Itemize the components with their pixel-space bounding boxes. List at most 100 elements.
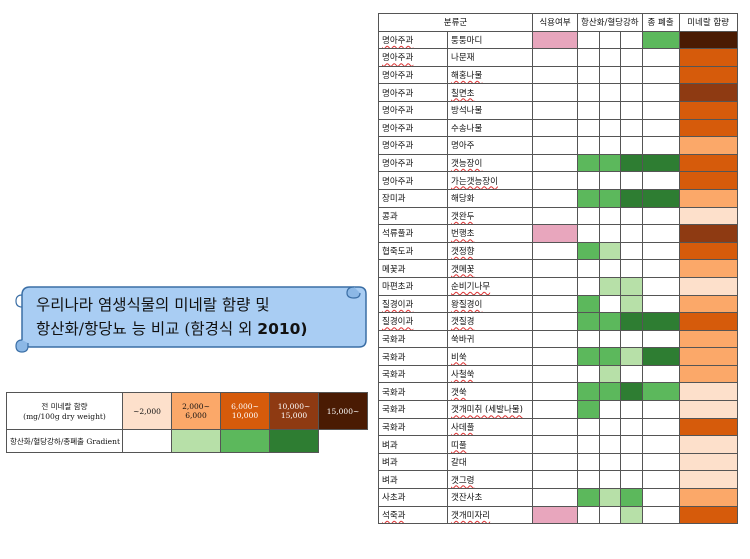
antioxidant-cell-3 — [620, 206, 643, 226]
antioxidant-cell-2 — [598, 400, 622, 419]
cytotoxicity-cell — [641, 30, 680, 50]
family-cell: 국화과 — [378, 364, 448, 384]
plant-name-cell: 갯능장이 — [447, 153, 533, 173]
cytotoxicity-cell — [641, 259, 680, 278]
cytotoxicity-cell — [641, 276, 680, 296]
family-cell: 질경이과 — [378, 312, 448, 331]
mineral-cell — [678, 347, 738, 366]
mineral-cell — [678, 294, 738, 314]
cytotoxicity-cell — [641, 435, 680, 454]
cytotoxicity-cell — [641, 83, 680, 102]
header-mineral: 미네랄 함량 — [678, 13, 738, 32]
table-row: 명아주과 명아주 — [378, 136, 738, 155]
antioxidant-cell-3 — [620, 417, 643, 437]
mineral-cell — [678, 100, 738, 120]
edibility-cell — [532, 329, 578, 349]
table-row: 질경이과 왕질경이 — [378, 294, 738, 314]
plant-name-cell: 칠면초 — [447, 83, 533, 102]
antioxidant-cell-2 — [598, 48, 622, 67]
cytotoxicity-cell — [641, 417, 680, 437]
legend-bin-label-1: 10,000~ — [277, 402, 311, 411]
edibility-cell — [532, 153, 578, 173]
plant-name-cell: 갯개미자리 — [447, 505, 533, 525]
edibility-cell — [532, 65, 578, 85]
plant-name-cell: 수송나물 — [447, 118, 533, 138]
plant-name-cell: 갯정향 — [447, 241, 533, 261]
antioxidant-cell-1 — [577, 171, 600, 190]
antioxidant-cell-1 — [577, 294, 600, 314]
cytotoxicity-cell — [641, 224, 680, 243]
antioxidant-cell-2 — [598, 347, 622, 366]
table-row: 국화과 갯개미취 (세발나물) — [378, 400, 738, 419]
antioxidant-cell-3 — [620, 294, 643, 314]
mineral-cell — [678, 171, 738, 190]
antioxidant-cell-2 — [598, 417, 622, 437]
antioxidant-cell-3 — [620, 452, 643, 472]
antioxidant-cell-2 — [598, 294, 622, 314]
legend-mineral-bin: ~2,000 — [122, 392, 172, 430]
legend-mineral-bin: 10,000~ 15,000 — [269, 392, 319, 430]
title-text: 우리나라 염생식물의 미네랄 함량 및 항산화/항당뇨 능 비교 (함경식 외 … — [36, 293, 376, 341]
family-cell: 석류풀과 — [378, 224, 448, 243]
cytotoxicity-cell — [641, 488, 680, 507]
table-row: 명아주과 가는갯능장이 — [378, 171, 738, 190]
legend-mineral-header: 전 미네랄 함량 (mg/100g dry weight) — [6, 392, 123, 430]
antioxidant-cell-1 — [577, 30, 600, 50]
antioxidant-cell-2 — [598, 382, 622, 402]
antioxidant-cell-3 — [620, 347, 643, 366]
antioxidant-cell-3 — [620, 382, 643, 402]
antioxidant-cell-3 — [620, 30, 643, 50]
antioxidant-cell-3 — [620, 171, 643, 190]
plant-name-cell: 갯잔사초 — [447, 488, 533, 507]
family-cell: 국화과 — [378, 400, 448, 419]
edibility-cell — [532, 435, 578, 454]
antioxidant-cell-3 — [620, 83, 643, 102]
family-cell: 협죽도과 — [378, 241, 448, 261]
antioxidant-cell-1 — [577, 435, 600, 454]
antioxidant-cell-2 — [598, 65, 622, 85]
cytotoxicity-cell — [641, 382, 680, 402]
cytotoxicity-cell — [641, 153, 680, 173]
plant-name-cell: 갯메꽃 — [447, 259, 533, 278]
plant-name-cell: 갯개미취 (세발나물) — [447, 400, 533, 419]
edibility-cell — [532, 241, 578, 261]
header-cytotoxicity: 종 폐출 — [641, 13, 680, 32]
cytotoxicity-cell — [641, 294, 680, 314]
family-cell: 명아주과 — [378, 118, 448, 138]
cytotoxicity-cell — [641, 136, 680, 155]
edibility-cell — [532, 171, 578, 190]
table-row: 벼과 띠풀 — [378, 435, 738, 454]
table-row: 석류풀과 번행초 — [378, 224, 738, 243]
family-cell: 벼과 — [378, 452, 448, 472]
mineral-cell — [678, 206, 738, 226]
edibility-cell — [532, 83, 578, 102]
table-row: 벼과 갯그령 — [378, 470, 738, 490]
family-cell: 국화과 — [378, 382, 448, 402]
halophyte-table: 분류군 식용여부 항산화/혈당강하 종 폐출 미네랄 함량 명아주과 퉁퉁마디 명아… — [378, 13, 738, 525]
legend-bin-label-1: ~2,000 — [133, 406, 161, 416]
edibility-cell — [532, 118, 578, 138]
legend-bin-label-1: 6,000~ — [231, 402, 259, 411]
header-edibility: 식용여부 — [532, 13, 578, 32]
title-line-2-main: 항산화/항당뇨 능 비교 (함경식 외 — [36, 320, 258, 338]
antioxidant-cell-1 — [577, 118, 600, 138]
antioxidant-cell-2 — [598, 259, 622, 278]
edibility-cell — [532, 382, 578, 402]
table-row: 협죽도과 갯정향 — [378, 241, 738, 261]
table-body: 명아주과 퉁퉁마디 명아주과 나문재 명아주과 해홍나물 명아주과 칠면초 명아주과 방석나물 명아… — [378, 30, 738, 525]
plant-name-cell: 해당화 — [447, 188, 533, 208]
family-cell: 장미과 — [378, 188, 448, 208]
mineral-cell — [678, 329, 738, 349]
antioxidant-cell-1 — [577, 136, 600, 155]
mineral-cell — [678, 470, 738, 490]
edibility-cell — [532, 417, 578, 437]
antioxidant-cell-3 — [620, 400, 643, 419]
family-cell: 명아주과 — [378, 136, 448, 155]
title-line-2-year: 2010) — [257, 320, 308, 338]
family-cell: 메꽃과 — [378, 259, 448, 278]
antioxidant-cell-3 — [620, 136, 643, 155]
antioxidant-cell-1 — [577, 382, 600, 402]
antioxidant-cell-2 — [598, 153, 622, 173]
table-row: 명아주과 수송나물 — [378, 118, 738, 138]
legend-mineral-bin: 2,000~ 6,000 — [171, 392, 221, 430]
